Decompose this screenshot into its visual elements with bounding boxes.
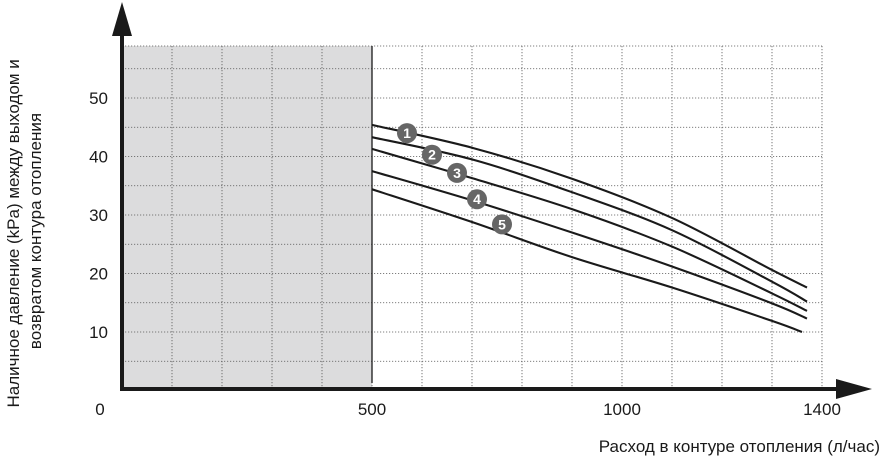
curves: [371, 123, 808, 333]
curve-5: [371, 188, 803, 333]
x-tick-labels: 0 500 1000 1400: [95, 400, 841, 419]
x-axis-arrow: [836, 379, 872, 399]
y-tick-label: 40: [89, 148, 108, 167]
curve-markers: 1 2 34 5: [397, 123, 512, 235]
curve-marker-label-5: 5: [498, 216, 506, 232]
curve-1: [371, 123, 808, 289]
curve-3: [371, 147, 808, 312]
y-tick-label: 30: [89, 206, 108, 225]
curve-marker-label-1: 1: [403, 125, 411, 141]
curve-2: [371, 136, 808, 303]
y-axis-arrow: [112, 2, 132, 36]
curve-marker-label-3: 3: [453, 165, 461, 181]
y-tick-label: 10: [89, 323, 108, 342]
y-axis-label-line-2: возвратом контура отопления: [26, 113, 45, 349]
y-tick-labels: 10 20 30 40 50: [89, 89, 108, 342]
curve-marker-label-4: 4: [473, 191, 481, 207]
curve-marker-2: [422, 144, 442, 165]
x-tick-label: 1400: [803, 400, 841, 419]
axes: [112, 2, 872, 399]
y-axis-label-line-1: Наличное давление (kPa) между выходом и: [4, 59, 23, 407]
curve-marker-label-2: 2: [428, 147, 436, 163]
curve-marker-1: [397, 123, 417, 144]
curve-4: [371, 170, 808, 320]
y-tick-label: 50: [89, 89, 108, 108]
x-axis-label: Расход в контуре отопления (л/час): [599, 437, 880, 456]
curve-marker-3: [447, 162, 467, 183]
curve-marker-5: [492, 214, 512, 235]
shaded-region: [122, 46, 372, 389]
y-axis-label: Наличное давление (kPa) между выходом и …: [4, 55, 45, 408]
curve-marker-4: [467, 189, 487, 210]
x-tick-label: 500: [358, 400, 386, 419]
x-tick-label: 0: [95, 400, 104, 419]
y-tick-label: 20: [89, 265, 108, 284]
x-tick-label: 1000: [603, 400, 641, 419]
